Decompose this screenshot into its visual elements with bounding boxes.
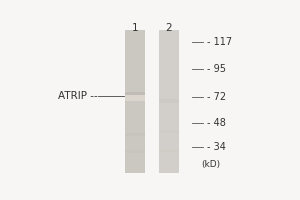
Bar bbox=[159, 30, 179, 173]
Bar bbox=[159, 130, 179, 133]
Text: (kD): (kD) bbox=[201, 160, 220, 169]
Bar bbox=[159, 99, 179, 103]
Bar bbox=[125, 133, 145, 136]
Bar bbox=[125, 30, 145, 173]
Bar bbox=[125, 150, 145, 153]
Bar bbox=[125, 101, 145, 107]
Text: - 117: - 117 bbox=[207, 37, 232, 47]
Text: - 95: - 95 bbox=[207, 64, 226, 74]
Text: 2: 2 bbox=[166, 23, 172, 33]
Text: - 34: - 34 bbox=[207, 142, 226, 152]
Text: 1: 1 bbox=[132, 23, 139, 33]
Bar bbox=[125, 92, 145, 95]
Bar bbox=[125, 92, 145, 101]
Text: ATRIP --: ATRIP -- bbox=[58, 91, 98, 101]
Bar bbox=[159, 149, 179, 152]
Text: - 72: - 72 bbox=[207, 92, 226, 102]
Text: - 48: - 48 bbox=[207, 118, 226, 128]
